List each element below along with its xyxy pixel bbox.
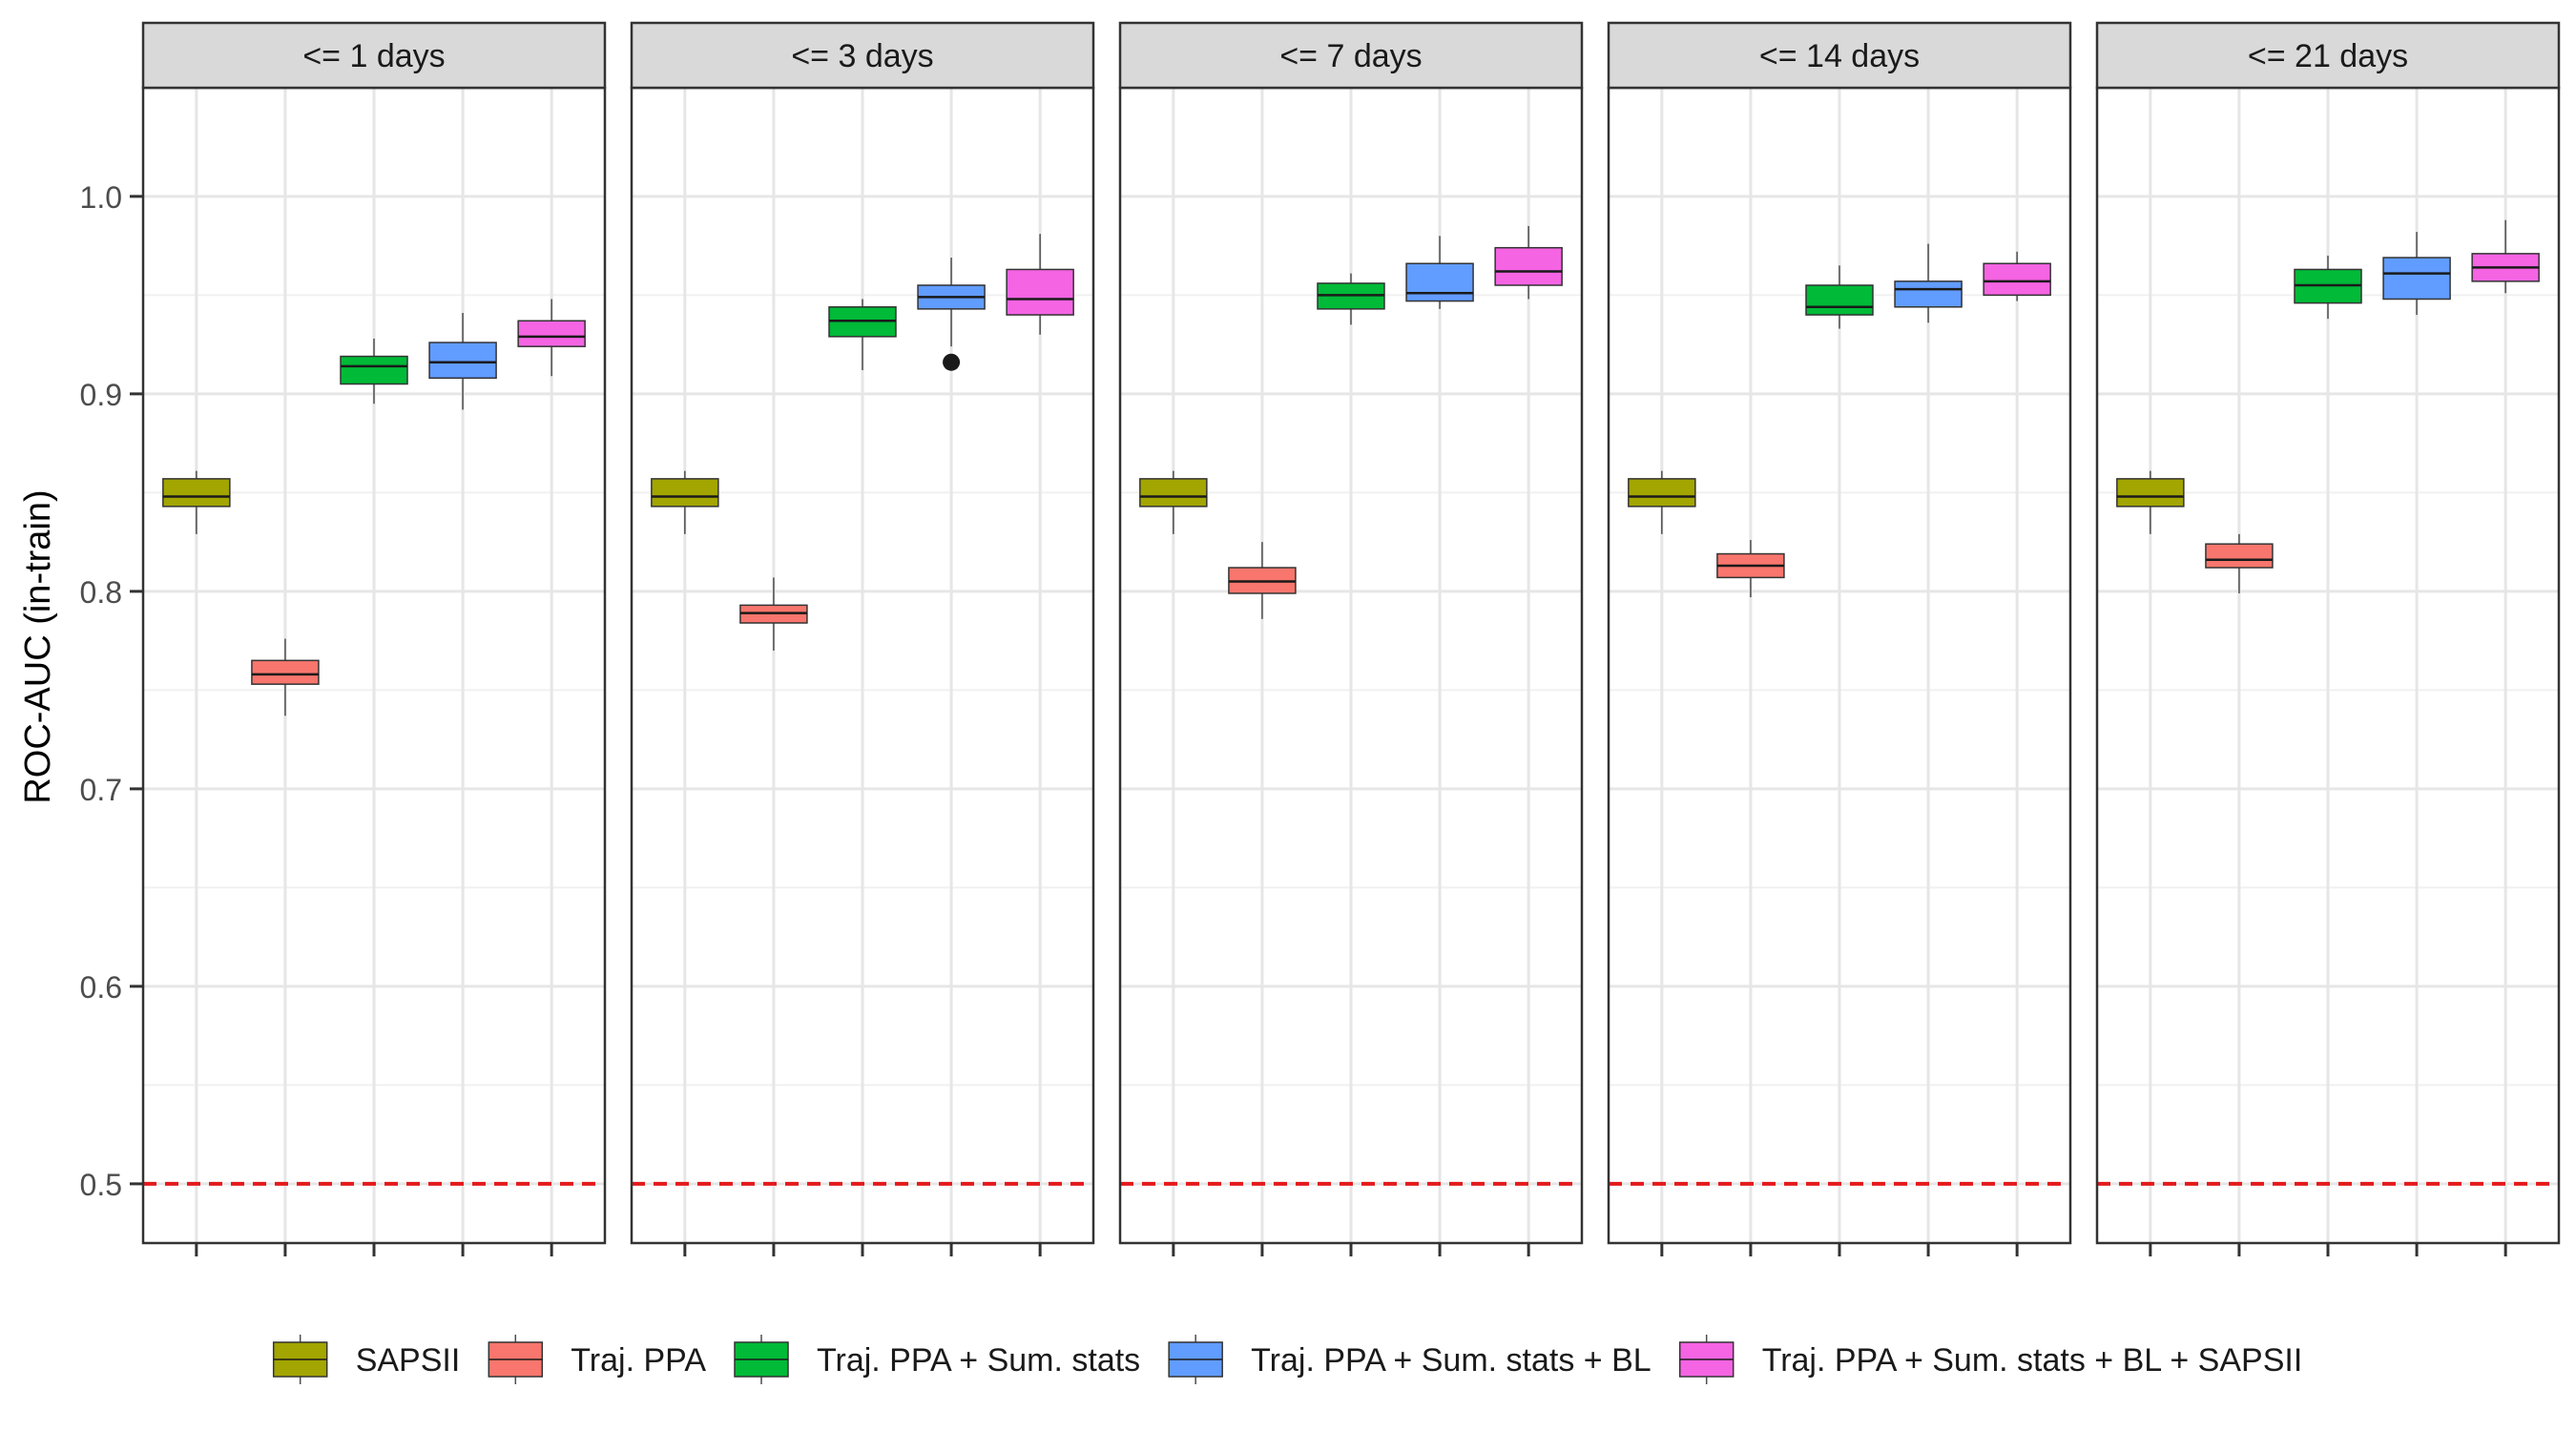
boxplot-traj-ppa — [1716, 540, 1785, 598]
box — [251, 659, 320, 685]
boxplot-traj-ppa-sum-stats-bl-sapsii — [1006, 234, 1074, 335]
y-axis-title: ROC-AUC (in-train) — [18, 489, 58, 803]
legend-key — [272, 1335, 328, 1384]
box — [1805, 284, 1874, 316]
facet-strip — [141, 21, 607, 90]
facet-panel: <= 1 days — [141, 21, 607, 1256]
box — [340, 355, 408, 385]
boxplot-sapsii — [2116, 470, 2185, 534]
legend-key — [488, 1335, 544, 1384]
legend-label: Traj. PPA — [571, 1342, 706, 1379]
facet-panel: <= 7 days — [1118, 21, 1584, 1256]
boxplot-traj-ppa-sum-stats — [1805, 265, 1874, 329]
y-tick-label: 0.9 — [80, 378, 122, 412]
boxplot-traj-ppa-sum-stats — [1317, 273, 1385, 325]
facet-strip-label: <= 14 days — [1759, 38, 1920, 74]
outlier-point — [943, 353, 961, 371]
legend-label: SAPSII — [356, 1342, 461, 1379]
facet-panel: <= 3 days — [630, 21, 1095, 1256]
box — [2205, 543, 2274, 569]
boxplot-traj-ppa-sum-stats-bl — [917, 258, 986, 371]
facet-strip-label: <= 7 days — [1279, 38, 1422, 74]
facet-panels: <= 1 days <= 3 days <= 7 days <= 14 days <= … — [141, 21, 2561, 1256]
box — [1139, 478, 1208, 508]
boxplot-traj-ppa-sum-stats — [828, 299, 897, 371]
legend-key — [1678, 1335, 1735, 1384]
legend: SAPSII Traj. PPA Traj. PPA + Sum. stats Tra… — [272, 1335, 2303, 1384]
legend-label: Traj. PPA + Sum. stats + BL + SAPSII — [1762, 1342, 2303, 1379]
boxplot-traj-ppa-sum-stats-bl-sapsii — [517, 299, 586, 377]
boxplot-traj-ppa-sum-stats-bl — [1894, 243, 1963, 323]
boxplot-traj-ppa-sum-stats — [2294, 255, 2362, 320]
boxplot-sapsii — [1628, 470, 1696, 534]
box — [1405, 262, 1474, 302]
legend-label: Traj. PPA + Sum. stats — [817, 1342, 1140, 1379]
box — [1628, 478, 1696, 508]
facet-strip-label: <= 3 days — [791, 38, 933, 74]
legend-key — [734, 1335, 789, 1384]
box — [1983, 262, 2051, 297]
boxplot-traj-ppa — [251, 638, 320, 716]
boxplot-traj-ppa-sum-stats-bl — [2382, 232, 2451, 316]
boxplot-traj-ppa-sum-stats-bl-sapsii — [1494, 225, 1563, 300]
boxplot-traj-ppa — [739, 577, 808, 651]
boxplot-sapsii — [1139, 470, 1208, 534]
boxplot-traj-ppa-sum-stats-bl — [428, 312, 497, 410]
boxplot-traj-ppa — [1228, 542, 1297, 619]
boxplot-traj-ppa — [2205, 533, 2274, 593]
boxplot-sapsii — [651, 470, 719, 534]
facet-strip — [630, 21, 1095, 90]
y-tick-label: 0.6 — [80, 970, 122, 1005]
box — [1494, 246, 1563, 286]
boxplot-traj-ppa-sum-stats-bl-sapsii — [2471, 219, 2540, 294]
box — [2116, 478, 2185, 508]
facet-panel: <= 14 days — [1607, 21, 2072, 1256]
boxplot-sapsii — [162, 470, 231, 534]
y-tick-label: 0.8 — [80, 575, 122, 610]
facet-strip — [1607, 21, 2072, 90]
box — [1006, 268, 1074, 316]
box — [2382, 257, 2451, 301]
facet-strip — [2095, 21, 2561, 90]
facet-strip-label: <= 1 days — [302, 38, 445, 74]
legend-key — [1168, 1335, 1223, 1384]
facet-strip — [1118, 21, 1584, 90]
box — [428, 342, 497, 380]
boxplot-traj-ppa-sum-stats-bl — [1405, 236, 1474, 309]
y-axis: 0.5 0.6 0.7 0.8 0.9 1.0 — [80, 180, 143, 1202]
box — [1894, 280, 1963, 308]
facet-strip-label: <= 21 days — [2248, 38, 2408, 74]
y-tick-label: 0.7 — [80, 773, 122, 807]
boxplot-traj-ppa-sum-stats-bl-sapsii — [1983, 251, 2051, 301]
y-tick-label: 1.0 — [80, 180, 122, 215]
legend-label: Traj. PPA + Sum. stats + BL — [1251, 1342, 1652, 1379]
boxplot-traj-ppa-sum-stats — [340, 338, 408, 404]
box — [517, 320, 586, 347]
box — [162, 478, 231, 508]
facet-panel: <= 21 days — [2095, 21, 2561, 1256]
y-tick-label: 0.5 — [80, 1168, 122, 1202]
box — [651, 478, 719, 508]
